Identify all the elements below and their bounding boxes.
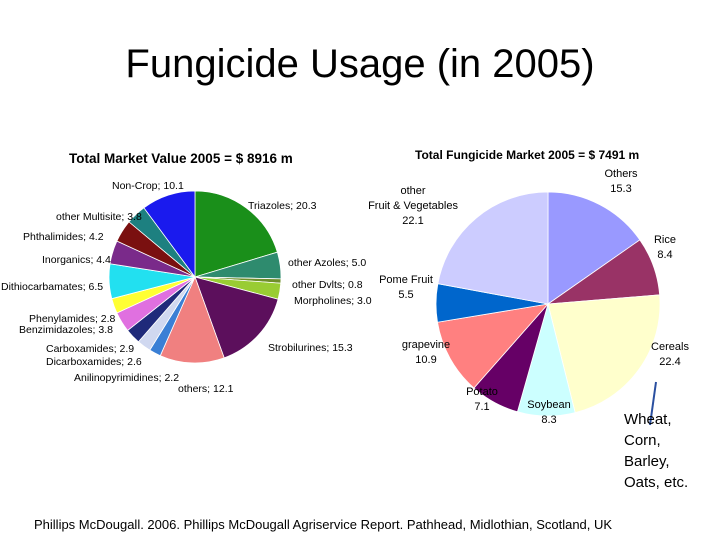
- pie-slice-non-crop: [143, 190, 196, 279]
- slice-label-potato: Potato 7.1: [466, 386, 498, 413]
- pie-slice-others: [547, 191, 641, 305]
- slice-label-dithiocarbamates: Dithiocarbamates; 6.5: [1, 281, 103, 293]
- slice-label-pome-fruit: Pome Fruit 5.5: [379, 274, 433, 301]
- slice-label-triazoles-line: Triazoles; 20.3: [248, 200, 317, 212]
- slice-label-others-line: 15.3: [610, 183, 631, 195]
- slice-label-soybean-line: Soybean: [527, 399, 570, 411]
- slice-label-cereals-line: 22.4: [659, 356, 680, 368]
- slice-label-benzimidazoles: Benzimidazoles; 3.8: [19, 324, 113, 336]
- slice-label-other-multisite: other Multisite; 3.8: [56, 211, 142, 223]
- slice-label-other-dvlts-line: other Dvlts; 0.8: [292, 279, 363, 291]
- slice-label-other-multisite-line: other Multisite; 3.8: [56, 211, 142, 223]
- annotation-line: Corn,: [624, 432, 661, 449]
- slice-label-pome-fruit-line: 5.5: [398, 289, 413, 301]
- slice-label-phenylamides: Phenylamides; 2.8: [29, 313, 116, 325]
- slice-label-carboxamides: Carboxamides; 2.9: [46, 343, 134, 355]
- slice-label-carboxamides-line: Carboxamides; 2.9: [46, 343, 134, 355]
- slice-label-rice-line: 8.4: [657, 249, 672, 261]
- slice-label-non-crop: Non-Crop; 10.1: [112, 180, 184, 192]
- slice-label-potato-line: 7.1: [474, 401, 489, 413]
- pie-slice-cereals: [547, 294, 661, 414]
- fungicide-market-pie-chart: Total Fungicide Market 2005 = $ 7491 m O…: [368, 148, 689, 426]
- slice-label-dithiocarbamates-line: Dithiocarbamates; 6.5: [1, 281, 103, 293]
- slice-label-others-line: others; 12.1: [178, 383, 234, 395]
- cereals-annotation: Wheat, Corn, Barley, Oats, etc.: [624, 409, 688, 493]
- slice-label-other-fruit-vegetables-line: Fruit & Vegetables: [368, 200, 458, 212]
- pie-slice-other-fruit-vegetables: [437, 191, 549, 305]
- slice-label-inorganics-line: Inorganics; 4.4: [42, 254, 111, 266]
- slice-label-pome-fruit-line: Pome Fruit: [379, 274, 433, 286]
- market-value-pie-chart: Total Market Value 2005 = $ 8916 m Triaz…: [1, 151, 372, 395]
- slide-title: Fungicide Usage (in 2005): [125, 42, 595, 86]
- slice-label-soybean-line: 8.3: [541, 414, 556, 426]
- slice-label-triazoles: Triazoles; 20.3: [248, 200, 317, 212]
- slice-label-inorganics: Inorganics; 4.4: [42, 254, 111, 266]
- slice-label-phthalimides-line: Phthalimides; 4.2: [23, 231, 104, 243]
- slice-label-other-dvlts: other Dvlts; 0.8: [292, 279, 363, 291]
- slice-label-grapevine-line: grapevine: [402, 339, 450, 351]
- annotation-line: Barley,: [624, 453, 670, 470]
- slice-label-others-line: Others: [604, 168, 638, 180]
- slice-label-cereals-line: Cereals: [651, 341, 689, 353]
- slice-label-others: Others 15.3: [604, 168, 638, 195]
- slice-label-others: others; 12.1: [178, 383, 234, 395]
- chart-title: Total Market Value 2005 = $ 8916 m: [69, 151, 293, 166]
- source-citation: Phillips McDougall. 2006. Phillips McDou…: [34, 517, 613, 532]
- slice-label-grapevine-line: 10.9: [415, 354, 436, 366]
- annotation-line: Wheat,: [624, 411, 672, 428]
- slice-label-other-fruit-vegetables-line: other: [400, 185, 425, 197]
- slice-label-benzimidazoles-line: Benzimidazoles; 3.8: [19, 324, 113, 336]
- pie-slice-others: [159, 275, 225, 364]
- slice-label-phenylamides-line: Phenylamides; 2.8: [29, 313, 116, 325]
- slice-label-rice: Rice 8.4: [654, 234, 676, 261]
- annotation-line: Oats, etc.: [624, 474, 689, 491]
- cereals-pointer-line: [649, 381, 657, 426]
- slice-label-morpholines: Morpholines; 3.0: [294, 295, 372, 307]
- chart-title: Total Fungicide Market 2005 = $ 7491 m: [415, 148, 639, 162]
- slice-label-other-fruit-vegetables-line: 22.1: [402, 215, 423, 227]
- slice-label-strobilurines: Strobilurines; 15.3: [268, 342, 353, 354]
- slice-label-dicarboxamides: Dicarboxamides; 2.6: [46, 356, 142, 368]
- slice-label-non-crop-line: Non-Crop; 10.1: [112, 180, 184, 192]
- pie-slice-triazoles: [194, 190, 278, 278]
- pie-slice-strobilurines: [194, 276, 279, 359]
- slice-label-strobilurines-line: Strobilurines; 15.3: [268, 342, 353, 354]
- slice-label-cereals: Cereals 22.4: [651, 341, 689, 368]
- slice-label-morpholines-line: Morpholines; 3.0: [294, 295, 372, 307]
- slice-label-potato-line: Potato: [466, 386, 498, 398]
- slice-label-dicarboxamides-line: Dicarboxamides; 2.6: [46, 356, 142, 368]
- slice-label-phthalimides: Phthalimides; 4.2: [23, 231, 104, 243]
- slice-label-anilinopyrimidines-line: Anilinopyrimidines; 2.2: [74, 372, 179, 384]
- slice-label-grapevine: grapevine 10.9: [402, 339, 450, 366]
- pie-slice-grapevine: [437, 303, 550, 389]
- slice-label-other-azoles: other Azoles; 5.0: [288, 257, 366, 269]
- slice-label-other-azoles-line: other Azoles; 5.0: [288, 257, 366, 269]
- slice-label-rice-line: Rice: [654, 234, 676, 246]
- slice-label-other-fruit-vegetables: other Fruit & Vegetables 22.1: [368, 185, 458, 227]
- slice-label-anilinopyrimidines: Anilinopyrimidines; 2.2: [74, 372, 179, 384]
- slice-label-soybean: Soybean 8.3: [527, 399, 570, 426]
